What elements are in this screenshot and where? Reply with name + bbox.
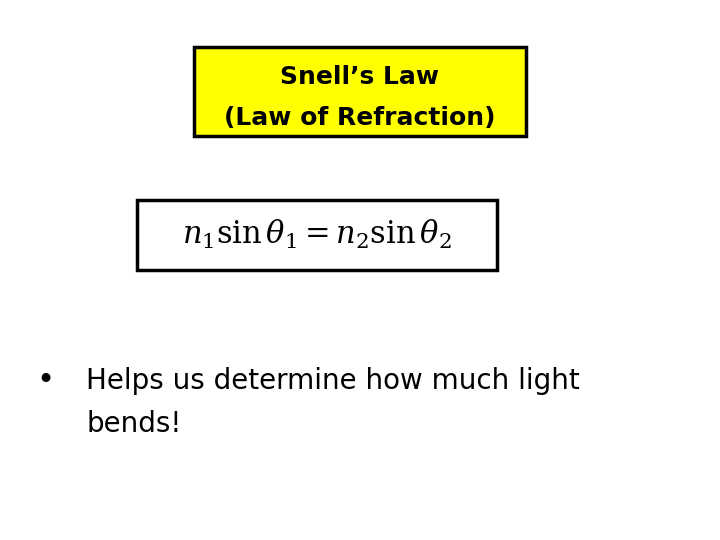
Text: (Law of Refraction): (Law of Refraction) bbox=[224, 106, 496, 130]
Text: $n_1 \sin \theta_1 = n_2 \sin \theta_2$: $n_1 \sin \theta_1 = n_2 \sin \theta_2$ bbox=[182, 218, 451, 252]
Text: Snell’s Law: Snell’s Law bbox=[281, 65, 439, 89]
FancyBboxPatch shape bbox=[137, 200, 497, 270]
Text: Helps us determine how much light: Helps us determine how much light bbox=[86, 367, 580, 395]
Text: bends!: bends! bbox=[86, 410, 182, 438]
Text: •: • bbox=[36, 366, 54, 395]
FancyBboxPatch shape bbox=[194, 47, 526, 137]
